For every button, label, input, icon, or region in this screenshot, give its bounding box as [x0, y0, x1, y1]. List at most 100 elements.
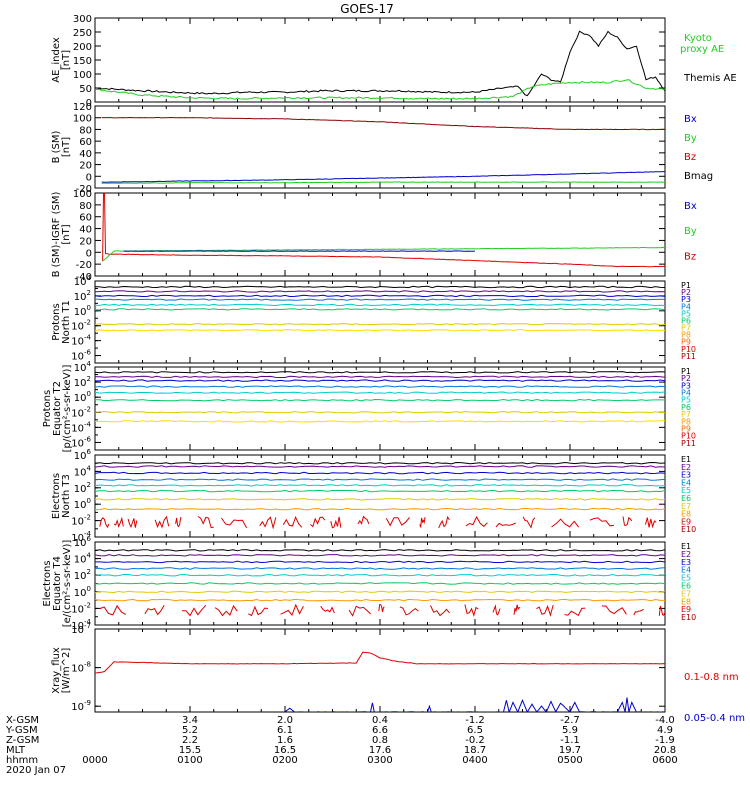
y-tick-label: 80	[79, 125, 92, 136]
series-line	[95, 298, 665, 301]
series-line	[282, 515, 303, 528]
x-row-value: 17.6	[369, 745, 391, 756]
y-tick-label: 100	[74, 390, 91, 404]
y-tick-label: 10-4	[71, 618, 91, 632]
y-tick-label: -20	[76, 184, 92, 195]
x-row-label: MLT	[6, 745, 26, 756]
x-row-value: -1.9	[655, 735, 675, 746]
series-line	[101, 116, 665, 131]
x-row-value: 3.4	[182, 715, 198, 726]
y-axis-label: North T3	[61, 474, 72, 518]
series-line	[95, 471, 665, 475]
y-tick-label: 102	[74, 481, 91, 495]
y-tick-label: 10-2	[71, 601, 91, 615]
series-line	[113, 516, 124, 529]
x-row-value: 1.6	[277, 735, 293, 746]
x-row-value: 6.6	[372, 725, 388, 736]
series-line	[399, 606, 419, 616]
y-tick-label: 106	[74, 535, 92, 549]
y-tick-label: 20	[79, 161, 92, 172]
y-axis-label: Protons	[42, 390, 53, 427]
series-line	[101, 171, 665, 183]
y-tick-label: 0	[86, 172, 92, 183]
y-tick-label: 104	[74, 360, 92, 374]
series-line	[95, 411, 665, 414]
series-line	[320, 605, 335, 614]
series-line	[464, 604, 479, 617]
x-axis-labels: X-GSM 3.4 2.0 0.4 -1.2 -2.7 -4.0 Y-GSM 5.2 6.1 6.6…	[5, 715, 678, 776]
y-axis-label: [p/(cm²-s-sr-keV)]	[62, 365, 73, 453]
legend-entry: E5	[681, 486, 691, 495]
series-line	[95, 489, 665, 493]
series-line	[622, 516, 633, 526]
series-line	[101, 181, 665, 184]
legend-entry: Bz	[684, 152, 696, 163]
series-line	[564, 607, 586, 617]
panel-frame	[94, 280, 666, 364]
y-tick-label: 10-7	[71, 622, 91, 636]
series-line	[175, 517, 182, 528]
y-axis-label: [W/m^2]	[61, 648, 72, 694]
y-tick-label: 120	[73, 102, 92, 113]
series-line	[310, 516, 326, 528]
x-row-value: 0.8	[372, 735, 388, 746]
series-line	[589, 517, 615, 527]
series-line	[513, 604, 521, 615]
legend-entry: P3	[681, 295, 691, 304]
x-tick-label: 0000	[82, 755, 107, 766]
panel-xray: 10-7 10-8 10-9 Xray_flux [W/m^2] 0.1-0.8 nm 0.…	[51, 622, 745, 724]
series-line	[633, 608, 644, 616]
y-tick-label: 10-2	[71, 514, 91, 528]
series-line	[182, 604, 207, 617]
date-label: 2020 Jan 07	[6, 765, 66, 776]
y-tick-label: 104	[74, 552, 92, 566]
legend-entry: P2	[681, 288, 691, 297]
x-row-value: -4.0	[655, 715, 675, 726]
y-axis-label: [nT]	[61, 224, 72, 244]
series-line	[95, 290, 665, 293]
y-tick-label: 100	[73, 70, 92, 81]
series-line	[248, 605, 269, 617]
series-line	[284, 697, 665, 712]
legend-entry: P7	[681, 410, 691, 419]
legend-entry: By	[684, 226, 697, 237]
x-row-value: 15.5	[179, 745, 201, 756]
series-line	[95, 371, 665, 374]
legend-entry: proxy AE	[680, 44, 724, 55]
legend-entry: E9	[681, 605, 691, 614]
legend-entry: E9	[681, 517, 691, 526]
y-tick-label: 100	[74, 497, 91, 511]
series-line	[95, 308, 665, 311]
y-tick-label: 50	[79, 84, 92, 95]
series-line	[197, 516, 214, 529]
y-tick-label: 20	[79, 236, 92, 247]
x-tick-label: 0500	[557, 755, 582, 766]
series-line	[95, 553, 665, 557]
legend-entry: P2	[681, 374, 691, 383]
series-line	[95, 484, 665, 487]
series-line	[601, 605, 627, 615]
series-line	[95, 461, 665, 465]
y-axis-label: [e/(cm²-s-sr-keV)]	[62, 540, 73, 628]
series-line	[95, 398, 665, 402]
y-tick-label: 200	[73, 42, 92, 53]
y-axis-label: B (SM)	[51, 130, 62, 163]
series-line	[95, 478, 665, 481]
y-tick-label: 40	[79, 149, 92, 160]
series-line	[95, 30, 665, 97]
y-tick-label: 104	[74, 464, 92, 478]
series-line	[438, 515, 450, 529]
legend-entry: E6	[681, 494, 691, 503]
y-axis-label: Electrons	[42, 560, 53, 606]
y-tick-label: 10-6	[71, 435, 91, 449]
legend-entry: P10	[681, 345, 696, 354]
y-tick-label: 60	[79, 213, 92, 224]
series-line	[95, 323, 665, 326]
x-tick-label: 0300	[367, 755, 392, 766]
series-line	[95, 507, 665, 511]
legend-entry: P9	[681, 424, 691, 433]
y-tick-label: 80	[79, 201, 92, 212]
